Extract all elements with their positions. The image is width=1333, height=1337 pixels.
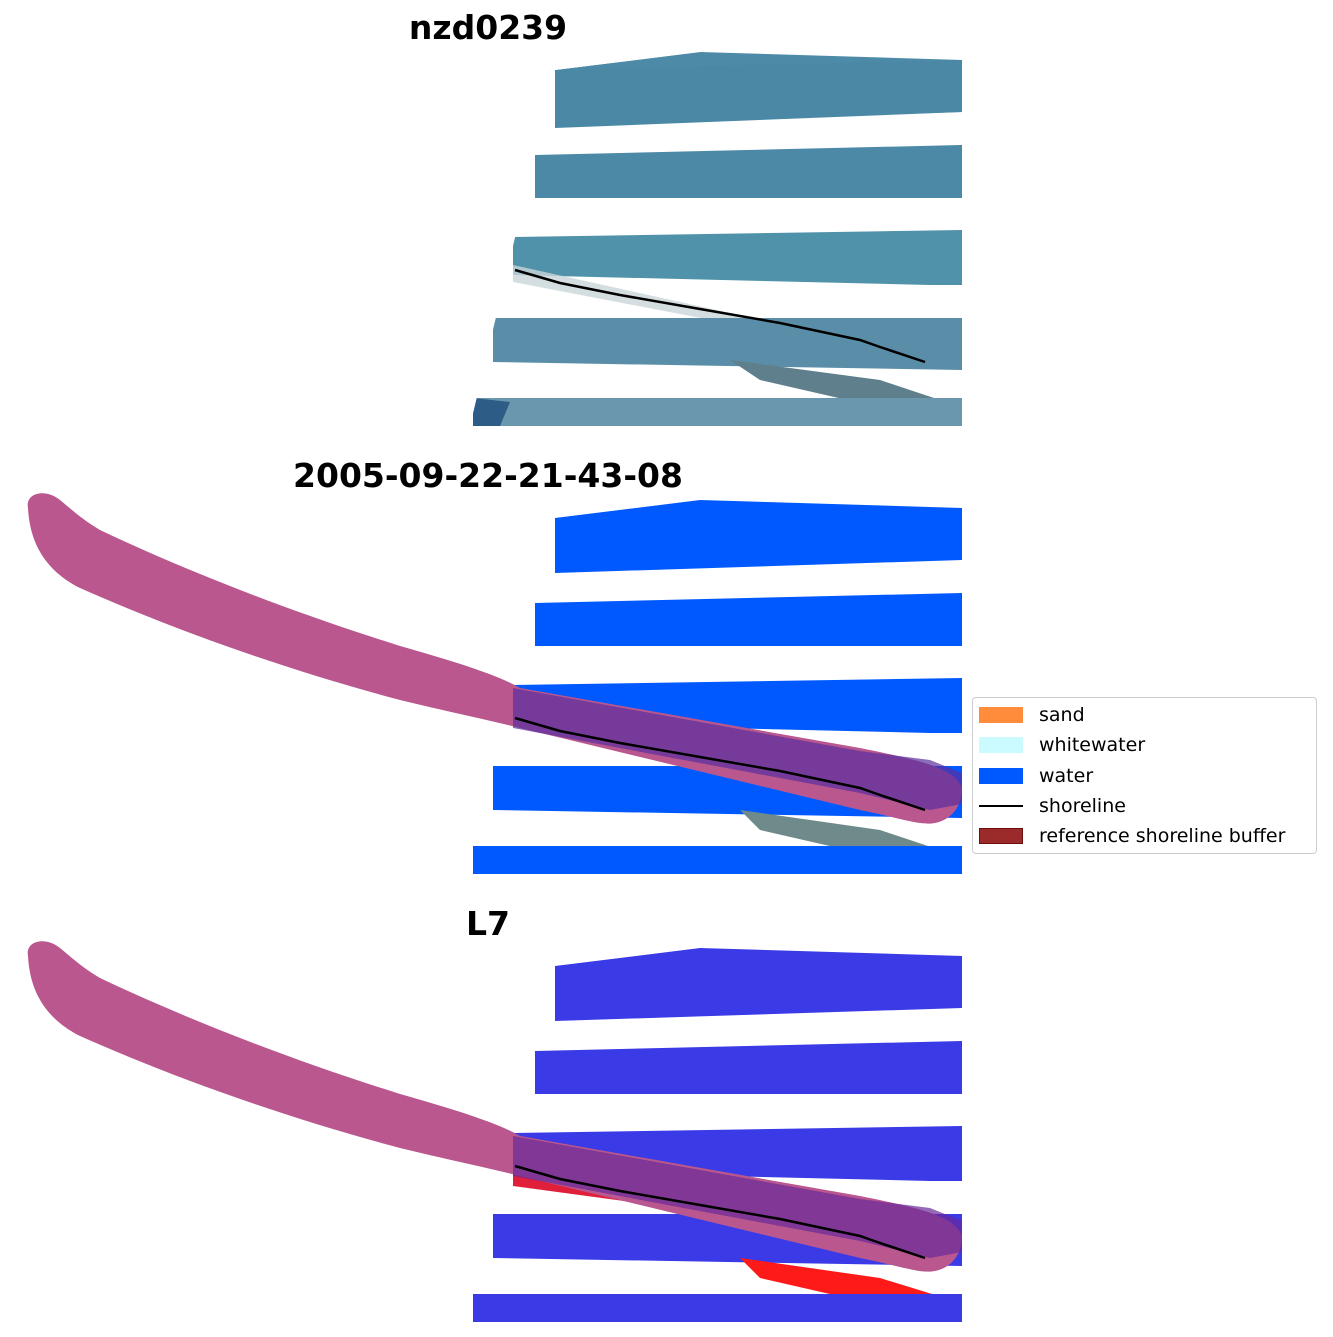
- index-image-panel: [27, 941, 963, 1322]
- legend-label: whitewater: [1039, 734, 1146, 756]
- classified-image-panel: [27, 493, 963, 874]
- legend-item-shoreline: shoreline: [979, 795, 1126, 817]
- rgb-image: [473, 52, 962, 426]
- legend-label: shoreline: [1039, 795, 1126, 817]
- legend: sand whitewater water shoreline referenc…: [972, 697, 1317, 854]
- shoreline-line: [514, 1164, 926, 1260]
- whitewater-swatch: [979, 737, 1023, 753]
- panel-title-index: L7: [466, 904, 510, 943]
- water-swatch: [979, 768, 1023, 784]
- sand-swatch: [979, 707, 1023, 723]
- legend-label: water: [1039, 765, 1094, 787]
- legend-item-sand: sand: [979, 704, 1085, 726]
- panel-title-classified: 2005-09-22-21-43-08: [293, 456, 683, 495]
- panel-title-rgb: nzd0239: [408, 8, 568, 47]
- legend-item-reference-buffer: reference shoreline buffer: [979, 825, 1285, 847]
- shoreline-line: [514, 716, 926, 812]
- legend-label: reference shoreline buffer: [1039, 825, 1286, 847]
- shoreline-line: [514, 268, 926, 364]
- rgb-image-panel: [470, 52, 962, 426]
- classified-image: [473, 500, 962, 874]
- reference-buffer-swatch: [979, 828, 1023, 844]
- legend-item-whitewater: whitewater: [979, 734, 1145, 756]
- legend-label: sand: [1039, 704, 1085, 726]
- legend-item-water: water: [979, 765, 1093, 787]
- index-image: [473, 948, 962, 1322]
- shoreline-line-swatch: [979, 805, 1023, 807]
